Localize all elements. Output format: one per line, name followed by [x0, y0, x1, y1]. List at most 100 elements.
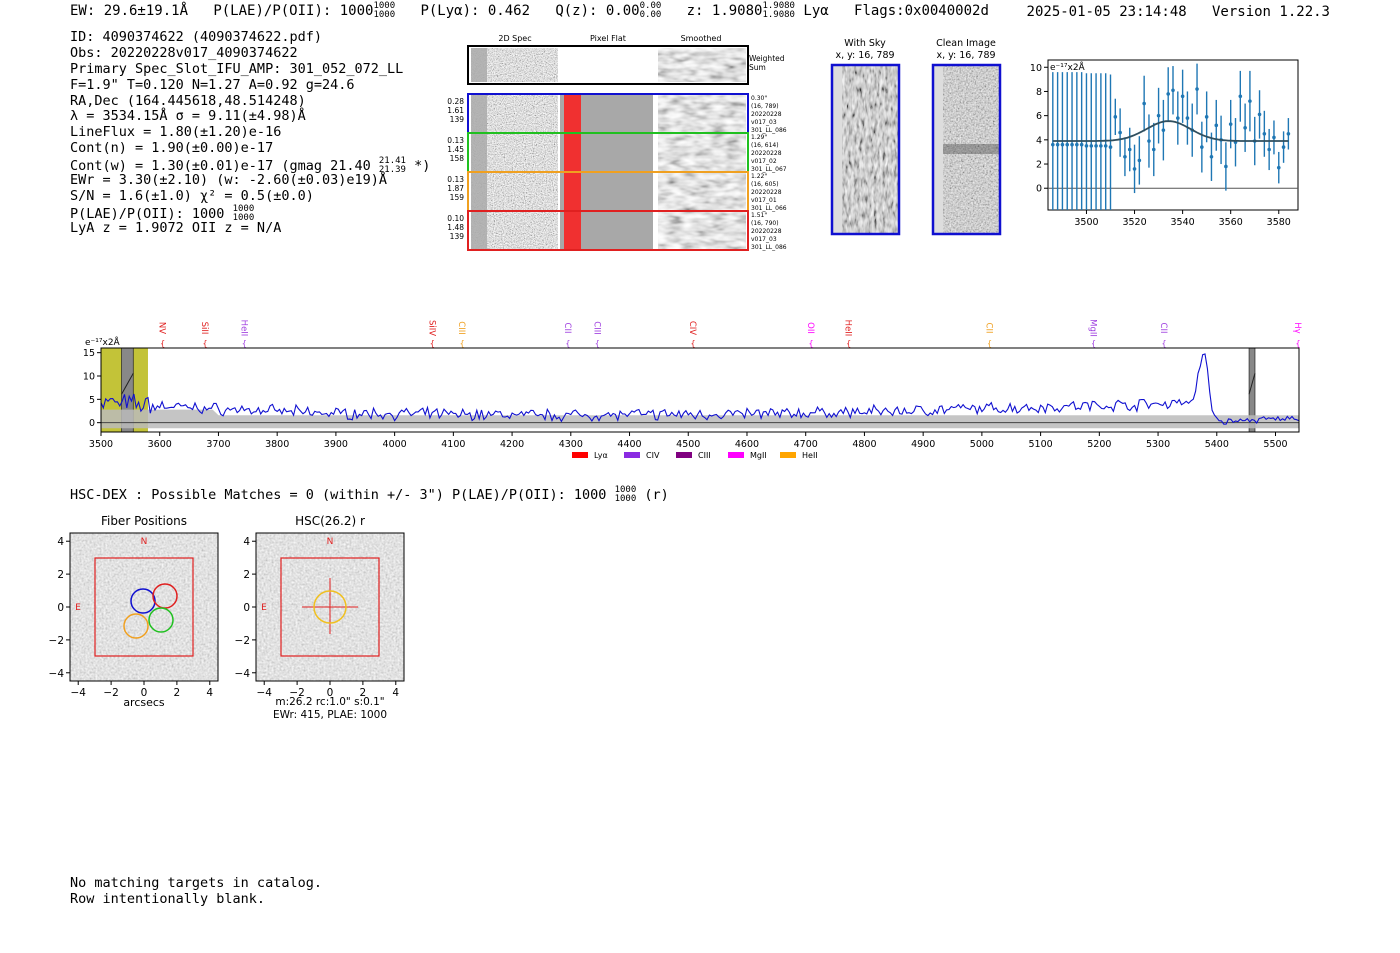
fiber-ytick-label-2: 2 [57, 569, 64, 581]
spectrum-flux-line [101, 353, 1299, 425]
emission-line-label-10: CII [984, 323, 994, 334]
cutout-right-1-0: 1.29" [751, 134, 767, 141]
header-qz-sup: 0.00 [639, 1, 662, 11]
info-lyaz: LyA z = 1.9072 OII z = N/A [70, 219, 282, 236]
cutout-pixelflat-red-0 [564, 95, 581, 132]
cutout-pixelflat-red-2 [564, 173, 581, 210]
zoom-point-10 [1099, 144, 1103, 148]
header-right: 2025-01-05 23:14:48 Version 1.22.3 [1027, 4, 1330, 20]
zoom-chart-layer: 3500 3520 3540 3560 3580 0 2 4 6 8 10 e⁻¹⁷x2Å [1030, 59, 1299, 228]
fiber-ytick-label-0: 0 [57, 602, 64, 614]
emission-line-marker-7: { [690, 339, 695, 348]
fiber-cutouts-panel: 2D Spec Pixel Flat Smoothed Weighted Sum… [447, 34, 787, 251]
zoom-point-21 [1151, 147, 1156, 152]
zoom-xtick-label-3580: 3580 [1267, 217, 1291, 228]
cutout-smoothed-1 [658, 134, 746, 171]
weighted-sum-gap [471, 48, 487, 82]
emission-line-label-9: HeII [843, 320, 853, 337]
cutout-right-2-4: 301_LL_066 [751, 205, 787, 212]
info-plae-frac: 1000 1000 [233, 204, 255, 223]
zoom-point-24 [1166, 92, 1170, 96]
zoom-xtick-label-3520: 3520 [1122, 217, 1146, 228]
info-contw-text: Cont(w) = 1.30(±0.01)e-17 (gmag 21.40 [70, 158, 371, 175]
fiber-ytick-label--4: −4 [49, 668, 65, 680]
cutout-right-1-1: (16, 614) [751, 142, 779, 149]
hscdex-text: HSC-DEX : Possible Matches = 0 (within +… [70, 487, 607, 503]
full-spectrum-chart: 3500 3600 3700 3800 3900 4000 4100 4200 4300 4400… [83, 319, 1302, 460]
spectrum-ytick-label-0: 0 [89, 418, 95, 429]
emission-line-marker-12: { [1161, 339, 1166, 348]
spectrum-xtick-label-4400: 4400 [617, 439, 641, 450]
cutout-right-2-2: 20220228 [751, 189, 782, 196]
emission-line-label-5: CII [562, 323, 572, 334]
with-sky-frame [830, 63, 901, 236]
emission-line-marker-2: { [242, 339, 247, 348]
spectrum-inner [101, 348, 1299, 432]
cutout-pixelflat-red-3 [564, 212, 581, 249]
spectrum-xtick-label-4800: 4800 [852, 439, 876, 450]
col-label-2dspec: 2D Spec [498, 34, 531, 43]
cutout-left-3-2: 139 [450, 232, 465, 241]
zoom-point-17 [1132, 167, 1137, 171]
cutout-right-1-4: 301_LL_067 [751, 166, 787, 173]
spectrum-xtick-label-3500: 3500 [89, 439, 113, 450]
zoom-point-28 [1185, 116, 1190, 120]
spectrum-frame [100, 347, 1300, 433]
spectrum-xtick-label-3700: 3700 [206, 439, 230, 450]
zoom-xtick-label-3500: 3500 [1074, 217, 1098, 228]
hsc-north-label: N [327, 537, 334, 547]
cutout-divider-2 [653, 173, 656, 210]
zoom-fit-chart: 3500 3520 3540 3560 3580 0 2 4 6 8 10 e⁻¹⁷x2Å [1030, 59, 1299, 228]
cutout-left-0-1: 1.61 [447, 106, 464, 115]
emission-line-marker-4: { [460, 339, 465, 348]
header-version: Version 1.22.3 [1211, 4, 1330, 20]
spectrum-xtick-label-4900: 4900 [911, 439, 935, 450]
cutout-left-3-1: 1.48 [447, 223, 464, 232]
info-plae: P(LAE)/P(OII): 1000 1000 1000 [70, 204, 430, 223]
info-obs: Obs: 20220228v017_4090374622 [70, 44, 298, 61]
zoom-point-4 [1070, 142, 1074, 147]
clean-image-title: Clean Image [936, 38, 996, 49]
emission-line-marker-13: { [1295, 339, 1300, 348]
spectrum-ytick-label-15: 15 [83, 348, 95, 359]
header-plae-sub: 1000 [373, 10, 396, 20]
fiber-xtick-label--4: −4 [70, 687, 86, 699]
cutout-right-3-0: 1.51" [751, 212, 767, 219]
zoom-point-32 [1204, 115, 1209, 119]
emission-line-marker-10: { [987, 339, 992, 348]
hsc-title: HSC(26.2) r [295, 514, 365, 528]
fiber-east-label: E [75, 603, 81, 613]
emission-line-label-2: HeII [238, 320, 248, 337]
zoom-point-7 [1084, 144, 1089, 148]
header-z: z: 1.9080 [686, 3, 763, 19]
fiber-xtick-label--2: −2 [103, 687, 118, 699]
zoom-point-23 [1161, 128, 1166, 132]
emission-line-marker-6: { [595, 339, 600, 348]
spectrum-legend: Lyα CIV CIII MgII HeII [572, 451, 818, 460]
spectrum-chart-layer: 3500 3600 3700 3800 3900 4000 4100 4200 4300 4400… [83, 319, 1302, 460]
zoom-ylabel: e⁻¹⁷x2Å [1050, 61, 1086, 73]
emission-line-marker-0: { [160, 339, 165, 348]
fiber-ytick-label--2: −2 [49, 635, 64, 647]
emission-line-label-7: CIV [687, 321, 697, 335]
cutout-left-0-0: 0.28 [447, 97, 464, 106]
header-z-sub: 1.9080 [762, 10, 795, 20]
zoom-point-16 [1127, 147, 1132, 152]
zoom-point-41 [1248, 99, 1252, 103]
header-summary: EW: 29.6±19.1Å P(LAE)/P(OII): 1000 1000 10… [70, 2, 989, 20]
zoom-ytick-label-4: 4 [1036, 135, 1042, 146]
cutout-left-2-2: 159 [450, 193, 465, 202]
cutout-smoothed-0 [658, 95, 746, 132]
spectrum-masked-band-0 [121, 348, 134, 432]
cutout-right-0-3: v017_03 [751, 119, 777, 126]
cutout-right-2-0: 1.22" [751, 173, 767, 180]
hsc-east-label: E [261, 603, 267, 613]
legend-swatch-2 [676, 452, 692, 458]
zoom-ytick-label-10: 10 [1030, 63, 1042, 74]
zoom-point-11 [1103, 144, 1108, 148]
zoom-ytick-label-8: 8 [1036, 87, 1042, 98]
fiber-ytick-label-4: 4 [57, 536, 64, 548]
hscdex-frac: 1000 1000 [615, 486, 637, 504]
zoom-point-30 [1195, 87, 1199, 91]
header-flags: Flags:0x0040002d [854, 3, 989, 19]
